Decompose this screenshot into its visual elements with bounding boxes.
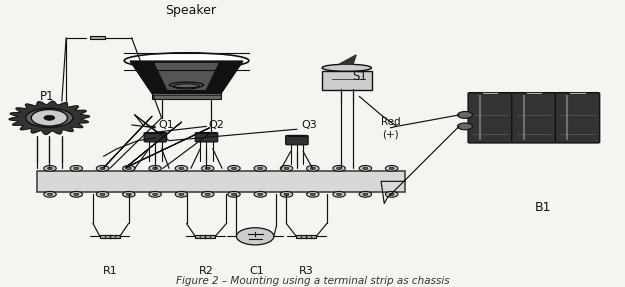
FancyBboxPatch shape <box>296 234 316 238</box>
Circle shape <box>254 191 266 197</box>
Circle shape <box>48 193 53 195</box>
Circle shape <box>231 193 236 195</box>
Circle shape <box>389 193 394 195</box>
Circle shape <box>44 166 56 171</box>
FancyBboxPatch shape <box>100 234 120 238</box>
Circle shape <box>311 167 315 170</box>
Circle shape <box>179 193 184 195</box>
Text: Q2: Q2 <box>208 120 224 130</box>
Ellipse shape <box>173 84 199 89</box>
Bar <box>526 92 542 94</box>
Circle shape <box>205 167 210 170</box>
FancyBboxPatch shape <box>152 92 221 99</box>
Circle shape <box>122 191 135 197</box>
Text: P1: P1 <box>40 90 55 103</box>
FancyBboxPatch shape <box>195 133 218 142</box>
Circle shape <box>122 166 135 171</box>
Circle shape <box>70 166 82 171</box>
Text: Q3: Q3 <box>301 120 318 130</box>
Circle shape <box>228 191 240 197</box>
Circle shape <box>386 191 398 197</box>
Circle shape <box>359 166 372 171</box>
Text: (+): (+) <box>382 130 399 140</box>
Ellipse shape <box>322 64 371 71</box>
Circle shape <box>152 167 158 170</box>
Circle shape <box>231 167 236 170</box>
Circle shape <box>389 167 394 170</box>
Text: Speaker: Speaker <box>166 4 216 17</box>
Circle shape <box>254 166 266 171</box>
Circle shape <box>152 193 158 195</box>
Circle shape <box>100 167 105 170</box>
Polygon shape <box>156 63 218 89</box>
Circle shape <box>96 166 109 171</box>
Circle shape <box>31 110 68 126</box>
Circle shape <box>359 191 372 197</box>
Circle shape <box>337 193 342 195</box>
Circle shape <box>44 191 56 197</box>
Polygon shape <box>339 55 356 64</box>
Text: R1: R1 <box>102 265 118 276</box>
Circle shape <box>96 191 109 197</box>
Circle shape <box>307 166 319 171</box>
Circle shape <box>74 193 79 195</box>
Circle shape <box>126 167 131 170</box>
Circle shape <box>333 191 346 197</box>
Circle shape <box>175 166 188 171</box>
Circle shape <box>333 166 346 171</box>
Circle shape <box>458 123 472 130</box>
Circle shape <box>280 191 292 197</box>
Circle shape <box>228 166 240 171</box>
Circle shape <box>258 193 262 195</box>
Circle shape <box>363 167 368 170</box>
Polygon shape <box>131 61 242 94</box>
Circle shape <box>149 191 161 197</box>
Bar <box>569 92 586 94</box>
Text: C1: C1 <box>249 265 264 276</box>
Circle shape <box>284 167 289 170</box>
Circle shape <box>74 167 79 170</box>
Circle shape <box>363 193 368 195</box>
Circle shape <box>100 193 105 195</box>
FancyBboxPatch shape <box>144 133 167 142</box>
Text: S1: S1 <box>352 70 367 83</box>
Circle shape <box>236 228 274 245</box>
Circle shape <box>48 167 53 170</box>
FancyBboxPatch shape <box>89 36 105 39</box>
Circle shape <box>126 193 131 195</box>
Bar <box>37 171 405 192</box>
Circle shape <box>201 191 214 197</box>
Bar <box>482 92 498 94</box>
Text: B1: B1 <box>535 201 551 214</box>
Circle shape <box>258 167 262 170</box>
FancyBboxPatch shape <box>512 93 556 143</box>
FancyBboxPatch shape <box>322 71 372 90</box>
Circle shape <box>149 166 161 171</box>
Circle shape <box>44 115 55 120</box>
Circle shape <box>201 166 214 171</box>
FancyBboxPatch shape <box>468 93 512 143</box>
Circle shape <box>311 193 315 195</box>
Circle shape <box>284 193 289 195</box>
Text: Red: Red <box>381 117 400 127</box>
Circle shape <box>337 167 342 170</box>
Ellipse shape <box>26 108 73 127</box>
Circle shape <box>280 166 292 171</box>
Text: R3: R3 <box>299 265 314 276</box>
FancyBboxPatch shape <box>286 135 308 145</box>
Ellipse shape <box>124 53 249 69</box>
Text: Figure 2 – Mounting using a terminal strip as chassis: Figure 2 – Mounting using a terminal str… <box>176 276 449 286</box>
FancyBboxPatch shape <box>556 93 599 143</box>
Circle shape <box>307 191 319 197</box>
Circle shape <box>175 191 188 197</box>
Circle shape <box>205 193 210 195</box>
Polygon shape <box>9 101 89 134</box>
Circle shape <box>458 112 472 118</box>
Text: R2: R2 <box>199 265 214 276</box>
Circle shape <box>70 191 82 197</box>
Circle shape <box>386 166 398 171</box>
Circle shape <box>179 167 184 170</box>
FancyBboxPatch shape <box>195 234 215 238</box>
Text: Q1: Q1 <box>158 120 174 130</box>
